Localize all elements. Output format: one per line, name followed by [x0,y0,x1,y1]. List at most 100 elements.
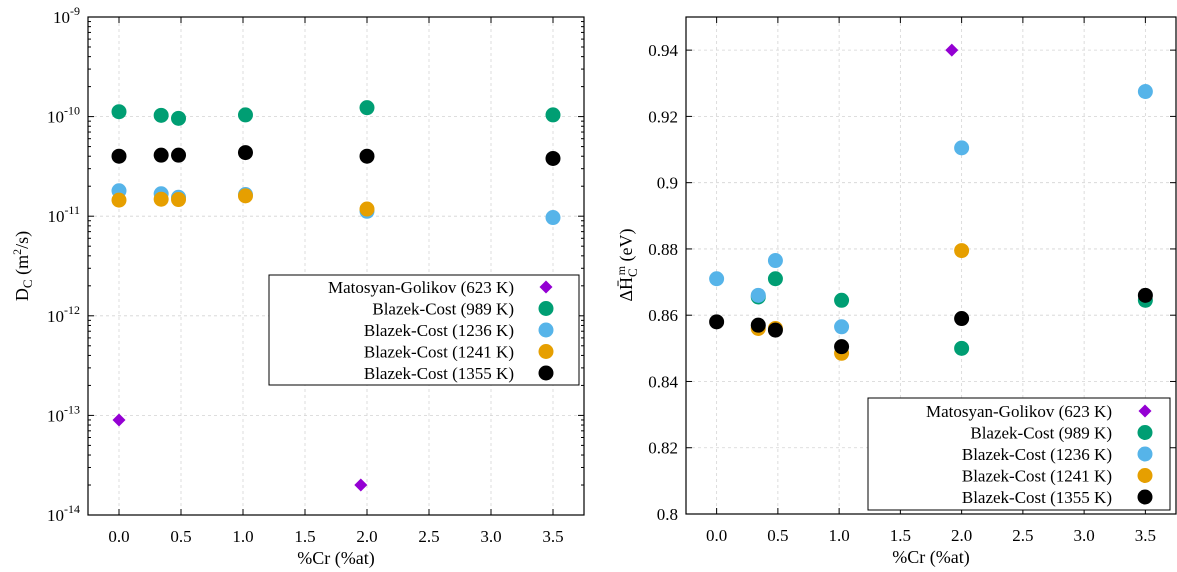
chart-2: 0.0 0.5 1.0 1.5 2.0 2.5 3.0 3.5 0.8 0.82 0.84 0.86 0… [614,16,1177,568]
chart-1: 0.0 0.5 1.0 1.5 2.0 2.5 3.0 3.5 10-14 10-13 10-12 1… [10,4,585,569]
data-points [709,43,1153,361]
legend-label: Blazek-Cost (1236 K) [962,445,1112,464]
y-tick-label: 10-9 [53,4,80,27]
data-point [111,148,127,164]
y-axis-label: DC (m2/s) [10,231,35,301]
data-point [709,314,725,330]
x-tick-label: 1.0 [232,527,253,546]
legend-label: Blazek-Cost (1241 K) [364,343,514,362]
x-tick-label: 2.0 [951,526,972,545]
data-point [111,192,127,208]
data-point [111,104,127,120]
series-5 [709,287,1153,355]
data-point [359,148,375,164]
data-point [153,107,169,123]
legend-marker [538,301,554,316]
series-2 [750,271,1153,356]
legend-label: Blazek-Cost (989 K) [970,424,1112,443]
y-tick-label: 0.84 [648,372,678,391]
y-tick-label: 0.86 [648,306,678,325]
series-1 [945,43,959,57]
y-tick-label: 0.82 [648,439,678,458]
data-point [1137,84,1153,100]
data-point [834,292,850,308]
data-point [750,317,766,333]
series-5 [111,145,561,166]
legend-marker [538,322,554,338]
x-axis-label: %Cr (%at) [892,547,969,568]
legend-label: Blazek-Cost (1241 K) [962,467,1112,486]
y-tick-label: 0.88 [648,240,678,259]
series-1 [112,413,368,492]
plot-frame [685,16,1177,515]
legend-box [867,397,1171,511]
y-axis-label: ΔH̄Cm (eV) [614,228,640,301]
data-point [237,107,253,123]
data-point [954,311,970,327]
legend-box [268,274,580,386]
legend-label: Blazek-Cost (1236 K) [364,321,514,340]
data-point [359,100,375,116]
y-tick-label: 10-12 [47,303,80,326]
y-tick-label: 0.9 [657,174,678,193]
x-tick-label: 0.0 [706,526,727,545]
x-tick-label: 1.5 [294,527,315,546]
x-tick-label: 2.0 [356,527,377,546]
legend-marker [1137,446,1153,462]
x-tick-label: 1.5 [890,526,911,545]
series-3 [709,84,1153,335]
data-point [954,340,970,356]
y-tick-label: 10-13 [47,402,80,425]
legend-marker [1137,468,1153,483]
data-point [545,150,561,166]
legend-marker [538,365,554,381]
plot-frame [87,16,585,516]
data-point [153,147,169,163]
x-tick-label: 0.0 [108,527,129,546]
series-4 [750,243,970,361]
legend-marker [1137,489,1153,505]
data-point [359,201,375,217]
x-tick-label: 1.0 [829,526,850,545]
y-tick-label: 10-10 [47,104,80,127]
legend-marker [1138,404,1152,418]
legend-marker [538,344,554,359]
data-points [111,100,561,492]
legend-label: Blazek-Cost (989 K) [372,300,514,319]
series-4 [111,188,375,217]
legend-label: Matosyan-Golikov (623 K) [328,278,514,297]
series-2 [111,100,561,126]
x-tick-label: 3.5 [1135,526,1156,545]
data-point [237,145,253,161]
data-point [767,322,783,338]
y-tick-label: 10-11 [47,203,80,226]
data-point [171,110,187,126]
legend: Matosyan-Golikov (623 K) Blazek-Cost (989… [867,397,1171,511]
data-point [171,147,187,163]
data-point [954,243,970,259]
data-point [834,319,850,335]
data-point [834,339,850,355]
data-point [112,413,126,427]
data-point [954,140,970,156]
data-point [945,43,959,57]
x-tick-label: 2.5 [418,527,439,546]
data-point [545,107,561,123]
x-tick-label: 3.5 [542,527,563,546]
data-point [1137,287,1153,303]
x-tick-label: 3.0 [1074,526,1095,545]
data-point [750,287,766,303]
legend-label: Blazek-Cost (1355 K) [364,364,514,383]
data-point [767,253,783,269]
legend-label: Blazek-Cost (1355 K) [962,488,1112,507]
legend-marker [539,280,553,294]
x-tick-label: 0.5 [170,527,191,546]
data-point [545,210,561,226]
data-point [153,191,169,207]
data-point [767,271,783,287]
y-tick-label: 0.8 [657,505,678,524]
x-tick-label: 0.5 [767,526,788,545]
legend-label: Matosyan-Golikov (623 K) [926,402,1112,421]
x-tick-label: 3.0 [480,527,501,546]
